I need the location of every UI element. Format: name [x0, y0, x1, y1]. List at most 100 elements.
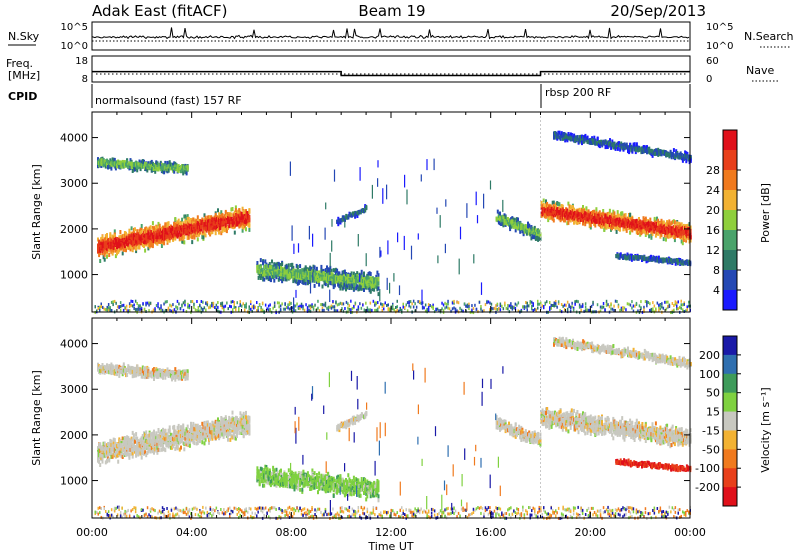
echo-cell	[557, 213, 560, 218]
echo-cell	[158, 223, 161, 228]
echo-cell	[351, 274, 354, 279]
echo-cell	[332, 268, 335, 273]
echo-cell	[682, 229, 685, 234]
echo-cell	[595, 212, 598, 217]
echo-cell	[119, 160, 122, 165]
echo-cell	[113, 229, 116, 234]
echo-cell	[559, 218, 562, 223]
echo-cell	[616, 210, 619, 215]
echo-cell	[509, 218, 512, 223]
echo-cell	[106, 158, 108, 163]
echo-cell	[629, 221, 632, 226]
echo-cell	[112, 162, 115, 166]
echo-cell	[568, 204, 571, 209]
echo-cell	[178, 236, 181, 241]
echo-cell	[176, 226, 179, 231]
echo-cell	[141, 243, 144, 248]
echo-cell	[295, 263, 298, 268]
echo-cell	[217, 222, 219, 227]
echo-cell	[100, 158, 103, 163]
echo-cell	[131, 164, 134, 169]
echo-cell	[660, 230, 663, 235]
echo-cell	[575, 218, 578, 223]
echo-cell	[147, 161, 150, 166]
echo-cell	[194, 225, 197, 230]
echo-cell	[238, 217, 241, 222]
echo-cell	[160, 226, 163, 231]
echo-cell	[260, 273, 263, 278]
echo-cell	[365, 285, 368, 290]
echo-cell	[196, 215, 199, 220]
echo-cell	[122, 234, 125, 239]
echo-cell	[178, 222, 181, 227]
echo-cell	[221, 221, 224, 226]
echo-cell	[567, 214, 570, 219]
echo-cell	[330, 281, 333, 286]
echo-cell	[119, 234, 122, 239]
echo-cell	[533, 225, 536, 230]
echo-cell	[650, 221, 653, 226]
echo-cell	[611, 226, 614, 231]
echo-cell	[337, 278, 340, 282]
echo-cell	[166, 239, 169, 244]
echo-cell	[361, 284, 364, 289]
echo-cell	[363, 288, 365, 292]
echo-cell	[542, 211, 545, 215]
echo-cell	[586, 219, 589, 224]
echo-cell	[202, 235, 205, 240]
echo-cell	[206, 219, 209, 224]
echo-cell	[589, 225, 592, 230]
echo-cell	[227, 217, 229, 222]
echo-cell	[641, 220, 644, 225]
echo-cell	[631, 219, 634, 224]
echo-cell	[98, 239, 101, 244]
echo-cell	[592, 210, 595, 215]
echo-cell	[286, 268, 289, 273]
echo-cell	[99, 159, 102, 164]
echo-cell	[125, 231, 127, 236]
echo-cell	[269, 265, 272, 270]
echo-cell	[342, 279, 345, 284]
echo-cell	[140, 232, 143, 237]
echo-cell	[184, 220, 187, 225]
echo-cell	[529, 232, 532, 237]
echo-cell	[132, 227, 135, 232]
echo-cell	[125, 162, 127, 167]
echo-cell	[628, 213, 630, 218]
echo-cell	[540, 211, 543, 216]
echo-cell	[178, 230, 181, 235]
echo-cell	[192, 217, 195, 222]
echo-cell	[582, 210, 584, 215]
echo-cell	[650, 224, 653, 229]
echo-cell	[135, 246, 138, 251]
echo-cell	[511, 218, 514, 223]
echo-cell	[342, 217, 345, 222]
echo-cell	[178, 302, 180, 306]
echo-cell	[374, 283, 377, 288]
echo-cell	[339, 279, 342, 284]
echo-cell	[654, 220, 657, 225]
echo-cell	[319, 274, 322, 278]
echo-cell	[548, 212, 551, 217]
echo-cell	[173, 222, 176, 227]
echo-cell	[227, 225, 229, 230]
echo-cell	[352, 282, 355, 287]
echo-cell	[220, 210, 223, 215]
echo-cell	[144, 233, 147, 238]
echo-cell	[580, 213, 583, 218]
echo-cell	[622, 215, 625, 220]
echo-cell	[220, 217, 223, 222]
echo-cell	[176, 229, 179, 234]
echo-cell	[149, 160, 152, 165]
echo-cell	[136, 168, 139, 173]
echo-cell	[278, 265, 281, 270]
echo-cell	[111, 242, 114, 247]
echo-cell	[650, 235, 653, 240]
echo-band	[256, 258, 380, 297]
echo-cell	[164, 232, 167, 237]
echo-cell	[129, 161, 132, 166]
echo-cell	[336, 219, 339, 224]
echo-cell	[149, 301, 152, 305]
echo-cell	[196, 300, 198, 303]
echo-cell	[499, 215, 501, 220]
